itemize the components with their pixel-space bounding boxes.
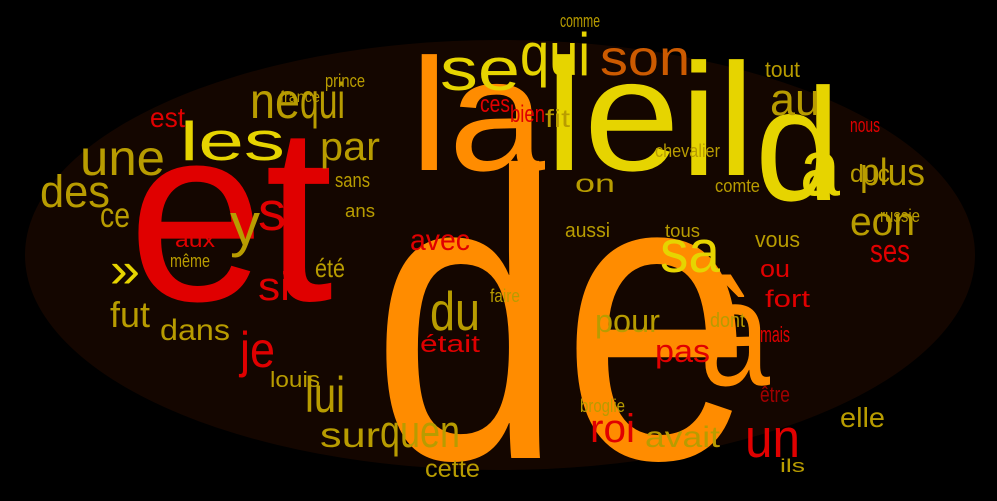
word: son <box>600 30 690 86</box>
word: ne <box>250 73 300 129</box>
word: avec <box>410 224 470 257</box>
word: si <box>258 265 290 309</box>
word: lui <box>305 367 345 423</box>
word: plus <box>860 152 925 194</box>
word: pas <box>655 333 710 369</box>
word: avait <box>645 421 721 454</box>
word: ou <box>760 256 790 283</box>
word: nous <box>850 115 880 137</box>
word: france <box>280 89 320 106</box>
word: sur <box>320 416 380 455</box>
word: du <box>430 280 480 342</box>
word: eon <box>850 200 915 244</box>
word: aussi <box>565 220 610 242</box>
word: vous <box>755 227 800 252</box>
word: une <box>80 130 165 186</box>
word: être <box>760 382 790 407</box>
word: duc <box>850 160 890 188</box>
word: le <box>545 25 680 204</box>
word: dont <box>710 310 745 332</box>
word: même <box>170 251 210 271</box>
word: faire <box>490 286 520 306</box>
word: je <box>238 322 275 378</box>
word: ses <box>870 233 910 269</box>
word: fit <box>545 105 570 133</box>
word: mais <box>760 322 790 347</box>
word: » <box>110 242 140 298</box>
word: de <box>372 87 752 501</box>
word: dans <box>160 314 230 347</box>
word: au <box>770 74 820 125</box>
word: un <box>745 407 800 469</box>
word: broglie <box>580 396 625 416</box>
word: cette <box>425 455 480 483</box>
word: par <box>320 125 380 169</box>
word: chevalier <box>655 141 720 161</box>
word: fort <box>765 286 810 313</box>
word: d <box>755 55 840 234</box>
word: ils <box>780 456 805 476</box>
word: tout <box>765 57 800 82</box>
word: est <box>150 102 185 133</box>
word: prince <box>325 71 365 91</box>
word: bien <box>510 101 545 128</box>
word: ans <box>345 201 375 221</box>
word: quen <box>380 406 460 457</box>
word: été <box>315 253 345 283</box>
word: sa <box>660 218 721 285</box>
word: ces <box>480 91 510 118</box>
word: était <box>420 331 480 358</box>
word: la <box>410 25 545 204</box>
word: ce <box>100 196 130 235</box>
word: a <box>800 123 840 212</box>
word: roi <box>590 407 635 451</box>
word: comme <box>560 11 600 31</box>
word: pour <box>595 303 660 339</box>
word: qui <box>300 73 345 129</box>
word: tous <box>665 221 700 241</box>
word: qui <box>520 21 590 88</box>
word: louis <box>270 367 320 392</box>
word: elle <box>840 402 885 433</box>
word: on <box>575 170 615 198</box>
word: sans <box>335 170 370 192</box>
word: et <box>128 74 333 353</box>
word: comte <box>715 176 760 196</box>
word: à <box>700 249 770 417</box>
word: russie <box>880 206 920 226</box>
word: se <box>440 36 520 103</box>
word: les <box>180 110 285 172</box>
cloud-shape <box>25 40 975 470</box>
word: fut <box>110 294 150 335</box>
word: y <box>230 191 260 258</box>
word: aux <box>175 227 215 252</box>
word: s <box>258 180 286 242</box>
word: des <box>40 166 110 217</box>
word: il <box>680 30 755 209</box>
